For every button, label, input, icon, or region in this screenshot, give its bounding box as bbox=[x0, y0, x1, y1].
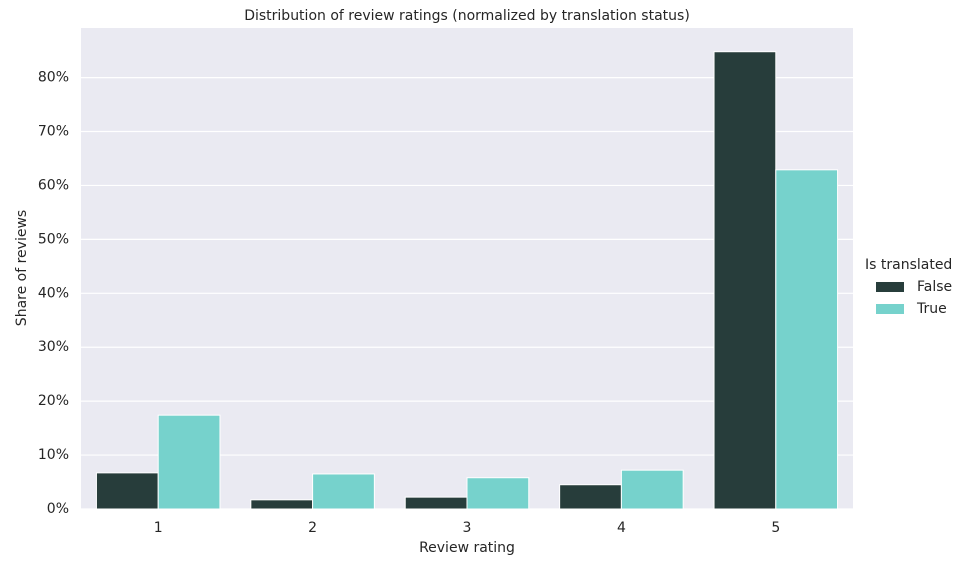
bar bbox=[775, 169, 839, 510]
bar bbox=[250, 499, 314, 510]
bar bbox=[466, 477, 530, 510]
y-tick-label: 0% bbox=[47, 501, 69, 517]
x-tick-label: 5 bbox=[771, 520, 780, 536]
x-tick-label: 3 bbox=[463, 520, 472, 536]
y-tick-label: 80% bbox=[38, 70, 69, 86]
x-tick-label: 2 bbox=[308, 520, 317, 536]
bar bbox=[713, 51, 777, 510]
y-tick-label: 10% bbox=[38, 447, 69, 463]
legend-label: True bbox=[916, 301, 947, 317]
bar bbox=[95, 472, 159, 510]
bar bbox=[620, 469, 684, 510]
x-tick-label: 4 bbox=[617, 520, 626, 536]
bar bbox=[559, 484, 622, 510]
chart-title: Distribution of review ratings (normaliz… bbox=[244, 8, 690, 24]
y-tick-label: 60% bbox=[38, 177, 69, 193]
legend-title: Is translated bbox=[865, 257, 952, 273]
legend-swatch bbox=[876, 304, 904, 314]
legend-label: False bbox=[917, 279, 952, 295]
bar bbox=[157, 414, 221, 510]
y-tick-label: 20% bbox=[38, 393, 69, 409]
y-tick-label: 70% bbox=[38, 124, 69, 140]
bar bbox=[404, 496, 468, 510]
y-axis-label: Share of reviews bbox=[14, 210, 30, 326]
legend-swatch bbox=[876, 282, 904, 292]
x-axis-label: Review rating bbox=[419, 540, 515, 556]
bar bbox=[312, 473, 375, 510]
y-tick-label: 50% bbox=[38, 231, 69, 247]
y-tick-label: 40% bbox=[38, 285, 69, 301]
x-tick-label: 1 bbox=[154, 520, 163, 536]
y-tick-label: 30% bbox=[38, 339, 69, 355]
